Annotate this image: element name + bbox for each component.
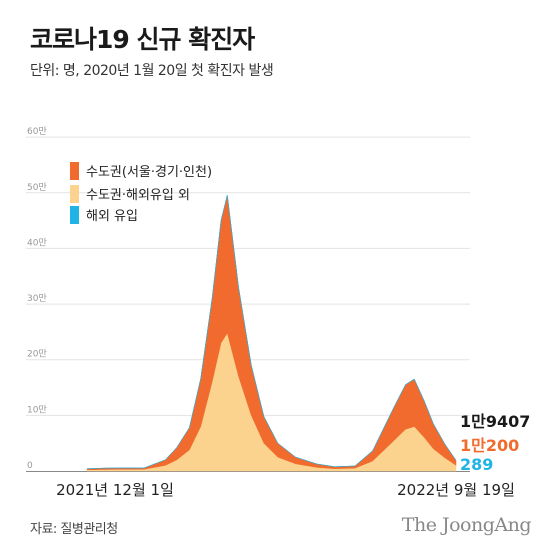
chart-subtitle: 단위: 명, 2020년 1월 20일 첫 확진자 발생: [30, 63, 274, 79]
y-tick-label: 50만: [27, 182, 47, 193]
y-tick-label: 0: [27, 461, 33, 471]
chart-title: 코로나19 신규 확진자: [30, 25, 255, 54]
legend-swatch-2: [70, 206, 79, 224]
series-area-2: [86, 194, 457, 469]
legend-swatch-0: [70, 162, 79, 180]
y-tick-label: 40만: [27, 237, 47, 248]
legend-label-1: 수도권·해외유입 외: [86, 188, 190, 203]
legend-label-2: 해외 유입: [86, 209, 138, 224]
x-end-label: 2022년 9월 19일: [397, 481, 515, 499]
y-tick-label: 30만: [27, 293, 47, 304]
legend-swatch-1: [70, 185, 79, 203]
y-tick-label: 20만: [27, 349, 47, 360]
series-area-1: [86, 194, 457, 471]
y-tick-label: 10만: [27, 404, 47, 415]
source-text: 자료: 질병관리청: [30, 522, 118, 537]
end-label-1: 1만200: [460, 436, 519, 455]
end-label-2: 289: [460, 455, 493, 474]
x-start-label: 2021년 12월 1일: [56, 481, 174, 499]
y-tick-label: 60만: [27, 126, 47, 137]
end-label-0: 1만9407: [460, 412, 530, 431]
joongang-logo: The JoongAng: [401, 514, 532, 536]
legend-label-0: 수도권(서울·경기·인천): [86, 165, 212, 180]
